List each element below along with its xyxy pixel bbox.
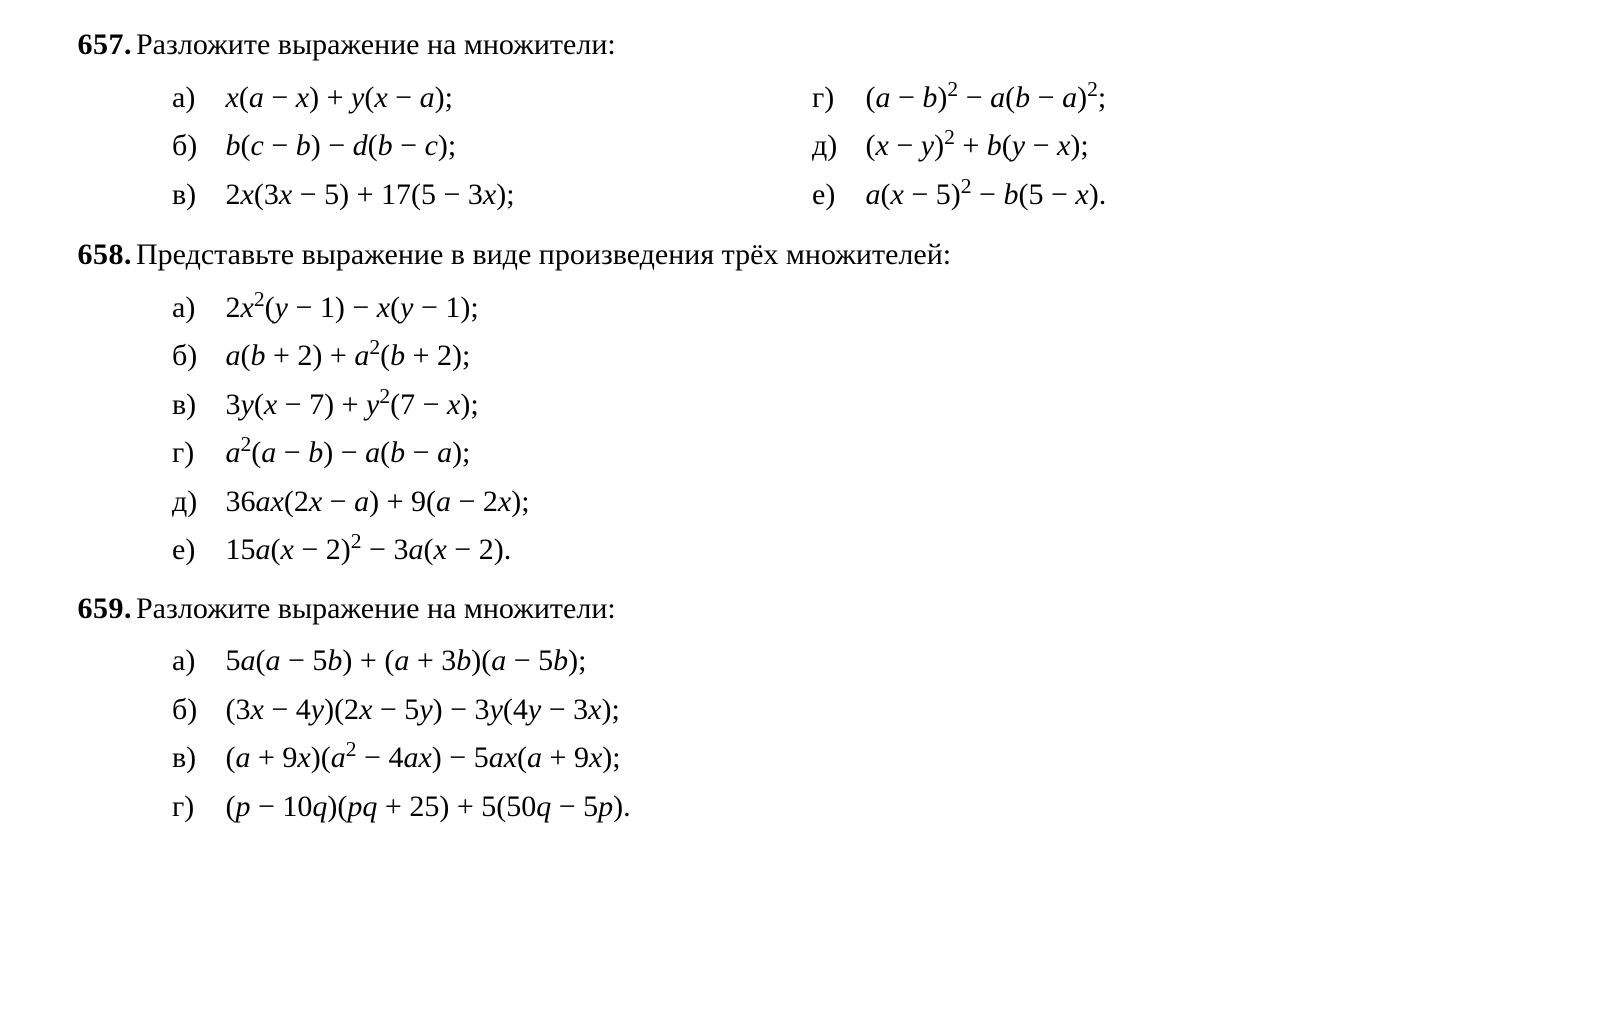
math-expression: b(c − b) − d(b − c); (226, 129, 457, 162)
item-label: е) (172, 527, 218, 574)
math-expression: 15a(x − 2)2 − 3a(x − 2). (226, 533, 512, 566)
math-expression: (p − 10q)(pq + 25) + 5(50q − 5p). (226, 790, 631, 823)
math-expression: 3y(x − 7) + y2(7 − x); (226, 388, 479, 421)
list-item: б) (3x − 4y)(2x − 5y) − 3y(4y − 3x); (172, 687, 1600, 734)
list-item: б) a(b + 2) + a2(b + 2); (172, 333, 1600, 380)
problem-659: 659. Разложите выражение на множители: а… (40, 586, 1600, 831)
problem-657: 657. Разложите выражение на множители: а… (40, 22, 1600, 220)
math-expression: 36ax(2x − a) + 9(a − 2x); (226, 485, 530, 518)
list-item: а) 2x2(y − 1) − x(y − 1); (172, 285, 1600, 332)
problem-number: 657. (40, 22, 136, 69)
list-item: г) (p − 10q)(pq + 25) + 5(50q − 5p). (172, 784, 1600, 831)
math-expression: a(b + 2) + a2(b + 2); (226, 339, 471, 372)
item-label: д) (172, 479, 218, 526)
problem-prompt: Разложите выражение на множители: (136, 586, 1600, 633)
math-expression: a(x − 5)2 − b(5 − x). (866, 178, 1107, 211)
math-expression: (a + 9x)(a2 − 4ax) − 5ax(a + 9x); (226, 741, 621, 774)
list-item: в) 2x(3x − 5) + 17(5 − 3x); (172, 172, 812, 219)
problem-heading: 658. Представьте выражение в виде произв… (40, 232, 1600, 279)
item-label: е) (812, 172, 858, 219)
math-expression: (x − y)2 + b(y − x); (866, 129, 1089, 162)
problem-prompt: Разложите выражение на множители: (136, 22, 1600, 69)
item-label: б) (172, 333, 218, 380)
problem-number: 658. (40, 232, 136, 279)
item-label: в) (172, 382, 218, 429)
math-expression: 2x(3x − 5) + 17(5 − 3x); (226, 178, 515, 211)
item-label: б) (172, 687, 218, 734)
list-item: а) x(a − x) + y(x − a); (172, 75, 812, 122)
item-label: а) (172, 285, 218, 332)
item-label: в) (172, 172, 218, 219)
problem-heading: 657. Разложите выражение на множители: (40, 22, 1600, 69)
list-item: г) a2(a − b) − a(b − a); (172, 430, 1600, 477)
list-item: е) 15a(x − 2)2 − 3a(x − 2). (172, 527, 1600, 574)
list-item: в) (a + 9x)(a2 − 4ax) − 5ax(a + 9x); (172, 735, 1600, 782)
problem-items: а) x(a − x) + y(x − a); б) b(c − b) − d(… (40, 75, 1600, 221)
math-expression: x(a − x) + y(x − a); (226, 81, 453, 114)
math-expression: a2(a − b) − a(b − a); (226, 436, 471, 469)
math-expression: 5a(a − 5b) + (a + 3b)(a − 5b); (226, 644, 587, 677)
list-item: г) (a − b)2 − a(b − a)2; (812, 75, 1600, 122)
math-expression: (a − b)2 − a(b − a)2; (866, 81, 1107, 114)
item-label: а) (172, 75, 218, 122)
item-label: г) (172, 430, 218, 477)
item-label: б) (172, 123, 218, 170)
problem-658: 658. Представьте выражение в виде произв… (40, 232, 1600, 574)
item-label: а) (172, 638, 218, 685)
item-label: д) (812, 123, 858, 170)
item-label: г) (172, 784, 218, 831)
item-label: г) (812, 75, 858, 122)
problem-items: а) 2x2(y − 1) − x(y − 1); б) a(b + 2) + … (40, 285, 1600, 574)
problem-heading: 659. Разложите выражение на множители: (40, 586, 1600, 633)
list-item: а) 5a(a − 5b) + (a + 3b)(a − 5b); (172, 638, 1600, 685)
math-expression: 2x2(y − 1) − x(y − 1); (226, 291, 479, 324)
items-column-right: г) (a − b)2 − a(b − a)2; д) (x − y)2 + b… (812, 75, 1600, 221)
problem-items: а) 5a(a − 5b) + (a + 3b)(a − 5b); б) (3x… (40, 638, 1600, 830)
list-item: д) 36ax(2x − a) + 9(a − 2x); (172, 479, 1600, 526)
list-item: д) (x − y)2 + b(y − x); (812, 123, 1600, 170)
list-item: б) b(c − b) − d(b − c); (172, 123, 812, 170)
list-item: в) 3y(x − 7) + y2(7 − x); (172, 382, 1600, 429)
problem-prompt: Представьте выражение в виде произведени… (136, 232, 1600, 279)
math-expression: (3x − 4y)(2x − 5y) − 3y(4y − 3x); (226, 693, 620, 726)
problem-number: 659. (40, 586, 136, 633)
items-column-left: а) x(a − x) + y(x − a); б) b(c − b) − d(… (172, 75, 812, 221)
list-item: е) a(x − 5)2 − b(5 − x). (812, 172, 1600, 219)
item-label: в) (172, 735, 218, 782)
